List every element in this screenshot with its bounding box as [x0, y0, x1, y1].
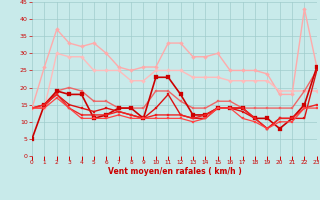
X-axis label: Vent moyen/en rafales ( km/h ): Vent moyen/en rafales ( km/h )	[108, 167, 241, 176]
